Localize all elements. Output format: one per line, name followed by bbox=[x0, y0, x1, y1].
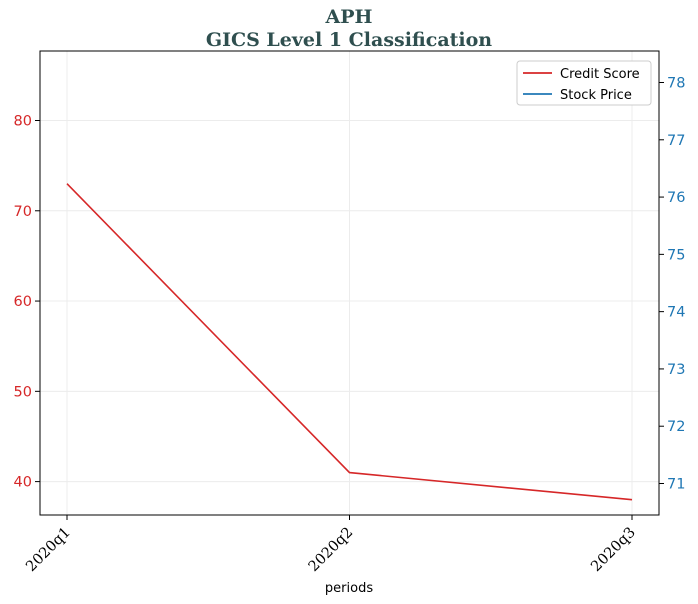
chart-title: APH bbox=[325, 6, 373, 28]
series-lines bbox=[66, 183, 633, 501]
left-tick-label: 60 bbox=[14, 294, 32, 310]
series-line bbox=[66, 183, 633, 501]
right-axis: 71 72 73 74 75 76 77 78 bbox=[659, 76, 685, 492]
right-tick-label: 76 bbox=[667, 190, 685, 206]
grid bbox=[40, 51, 659, 515]
left-tick-label: 40 bbox=[14, 475, 32, 491]
x-axis: 2020q1 2020q2 2020q3 bbox=[23, 515, 639, 575]
right-tick-label: 77 bbox=[667, 133, 685, 149]
right-tick-label: 74 bbox=[667, 305, 685, 321]
right-tick-label: 78 bbox=[667, 76, 685, 92]
chart-subtitle: GICS Level 1 Classification bbox=[206, 29, 492, 51]
x-tick-label: 2020q3 bbox=[588, 525, 639, 576]
right-tick-label: 73 bbox=[667, 362, 685, 378]
left-tick-label: 80 bbox=[14, 114, 32, 130]
legend-label: Credit Score bbox=[560, 67, 640, 82]
right-tick-label: 72 bbox=[667, 419, 685, 435]
left-tick-label: 70 bbox=[14, 204, 32, 220]
left-tick-label: 50 bbox=[14, 384, 32, 400]
x-tick-label: 2020q2 bbox=[306, 525, 357, 576]
x-axis-label: periods bbox=[325, 581, 373, 596]
legend-label: Stock Price bbox=[560, 88, 632, 103]
right-tick-label: 75 bbox=[667, 247, 685, 263]
right-tick-label: 71 bbox=[667, 476, 685, 492]
left-axis: 40 50 60 70 80 bbox=[14, 114, 40, 491]
x-tick-label: 2020q1 bbox=[23, 525, 74, 576]
legend: Credit Score Stock Price bbox=[516, 60, 652, 106]
